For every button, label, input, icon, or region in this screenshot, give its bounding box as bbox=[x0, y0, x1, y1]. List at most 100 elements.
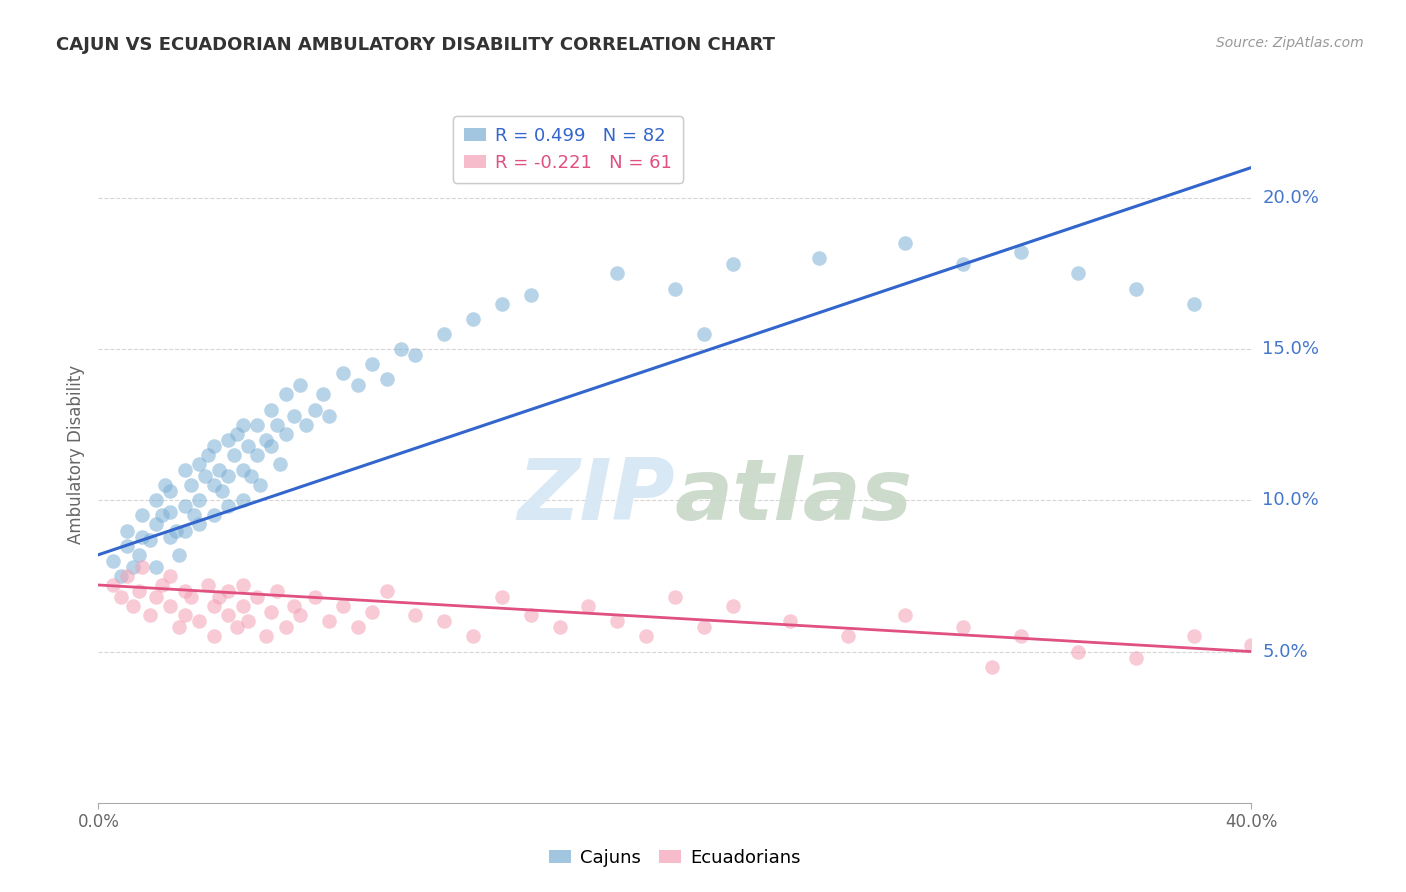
Point bbox=[197, 578, 219, 592]
Point bbox=[332, 366, 354, 380]
Point bbox=[894, 608, 917, 623]
Point bbox=[150, 578, 173, 592]
Point bbox=[174, 608, 197, 623]
Point bbox=[167, 548, 190, 562]
Point bbox=[318, 615, 340, 629]
Point bbox=[197, 448, 219, 462]
Point bbox=[208, 463, 231, 477]
Point bbox=[217, 433, 239, 447]
Point bbox=[606, 615, 628, 629]
Point bbox=[159, 599, 181, 614]
Text: Source: ZipAtlas.com: Source: ZipAtlas.com bbox=[1216, 36, 1364, 50]
Point bbox=[332, 599, 354, 614]
Point bbox=[405, 608, 427, 623]
Point bbox=[217, 584, 239, 599]
Point bbox=[304, 402, 326, 417]
Point bbox=[461, 311, 484, 326]
Point bbox=[117, 569, 138, 583]
Point bbox=[159, 484, 181, 499]
Point bbox=[131, 508, 153, 523]
Point bbox=[240, 469, 263, 483]
Point bbox=[254, 433, 277, 447]
Point bbox=[664, 281, 686, 295]
Point bbox=[131, 559, 153, 574]
Point bbox=[231, 417, 254, 432]
Point bbox=[375, 372, 398, 386]
Point bbox=[1125, 281, 1147, 295]
Point bbox=[318, 409, 340, 423]
Point bbox=[202, 599, 225, 614]
Point bbox=[183, 508, 205, 523]
Point bbox=[159, 569, 181, 583]
Point bbox=[981, 659, 1004, 673]
Point bbox=[246, 417, 269, 432]
Point bbox=[636, 629, 658, 643]
Point bbox=[664, 590, 686, 604]
Point bbox=[231, 493, 254, 508]
Point bbox=[548, 620, 571, 634]
Point bbox=[274, 426, 297, 441]
Point bbox=[274, 620, 297, 634]
Point bbox=[491, 296, 513, 310]
Point bbox=[312, 387, 335, 401]
Point bbox=[254, 629, 277, 643]
Point bbox=[346, 378, 368, 392]
Point bbox=[361, 605, 384, 619]
Point bbox=[807, 252, 830, 266]
Point bbox=[131, 530, 153, 544]
Point bbox=[122, 599, 145, 614]
Point bbox=[231, 599, 254, 614]
Point bbox=[491, 590, 513, 604]
Point bbox=[578, 599, 600, 614]
Point bbox=[217, 608, 239, 623]
Point bbox=[145, 590, 167, 604]
Point bbox=[520, 287, 543, 301]
Point bbox=[1182, 629, 1205, 643]
Point bbox=[145, 517, 167, 532]
Point bbox=[217, 500, 239, 514]
Point bbox=[238, 615, 260, 629]
Point bbox=[346, 620, 368, 634]
Legend: R = 0.499   N = 82, R = -0.221   N = 61: R = 0.499 N = 82, R = -0.221 N = 61 bbox=[453, 116, 682, 183]
Point bbox=[159, 530, 181, 544]
Point bbox=[249, 478, 271, 492]
Point bbox=[952, 257, 974, 271]
Point bbox=[188, 493, 211, 508]
Point bbox=[188, 517, 211, 532]
Point bbox=[290, 378, 312, 392]
Point bbox=[165, 524, 187, 538]
Point bbox=[405, 348, 427, 362]
Point bbox=[361, 357, 384, 371]
Point bbox=[606, 267, 628, 281]
Point bbox=[159, 505, 181, 519]
Text: 15.0%: 15.0% bbox=[1263, 340, 1319, 358]
Point bbox=[225, 426, 247, 441]
Point bbox=[837, 629, 859, 643]
Point bbox=[128, 548, 150, 562]
Point bbox=[520, 608, 543, 623]
Point bbox=[208, 590, 231, 604]
Point bbox=[180, 590, 202, 604]
Point bbox=[145, 559, 167, 574]
Point bbox=[304, 590, 326, 604]
Point bbox=[269, 457, 291, 471]
Point bbox=[211, 484, 233, 499]
Point bbox=[150, 508, 173, 523]
Point bbox=[283, 409, 305, 423]
Point bbox=[620, 161, 643, 175]
Point bbox=[202, 508, 225, 523]
Point bbox=[188, 615, 211, 629]
Point bbox=[260, 605, 283, 619]
Point bbox=[389, 342, 412, 356]
Point bbox=[246, 590, 269, 604]
Point bbox=[266, 584, 288, 599]
Point bbox=[139, 533, 162, 547]
Text: 10.0%: 10.0% bbox=[1263, 491, 1319, 509]
Point bbox=[174, 584, 197, 599]
Point bbox=[693, 326, 716, 341]
Point bbox=[231, 463, 254, 477]
Point bbox=[110, 569, 132, 583]
Point bbox=[1067, 644, 1090, 658]
Point bbox=[266, 417, 288, 432]
Point bbox=[1067, 267, 1090, 281]
